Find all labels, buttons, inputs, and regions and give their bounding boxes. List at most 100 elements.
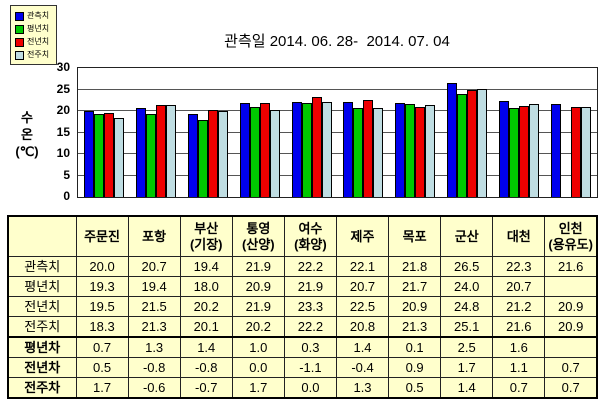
table-row: 평년치 19.3 19.4 18.0 20.9 21.9 20.7 21.7 24.0 20.7 xyxy=(7,276,598,297)
table-cell: 21.5 xyxy=(127,296,181,317)
legend-item: 관측치 xyxy=(15,10,49,22)
table-cell: 21.3 xyxy=(127,316,181,338)
table-cell xyxy=(544,336,598,358)
bar xyxy=(311,96,322,197)
bar xyxy=(581,107,592,197)
table-col-header: 대천 xyxy=(492,215,546,257)
bar-group xyxy=(286,68,338,197)
bar xyxy=(113,118,124,197)
bar-group xyxy=(182,68,234,197)
table-col-header: 인천 (용유도) xyxy=(544,215,598,257)
table-cell: 22.5 xyxy=(335,296,390,317)
table-cell: 1.3 xyxy=(127,336,181,358)
table-row-label: 전년차 xyxy=(7,357,77,378)
table-cell: 19.4 xyxy=(127,276,181,297)
table-row: 전년치 19.5 21.5 20.2 21.9 23.3 22.5 20.9 24.8 21.2 2… xyxy=(7,296,598,317)
bar xyxy=(363,100,374,197)
legend-swatch-icon xyxy=(15,11,24,21)
bar xyxy=(457,93,468,197)
bar xyxy=(135,108,146,197)
table-cell: 21.9 xyxy=(283,276,337,297)
table-cell: 1.1 xyxy=(492,357,546,378)
table-cell: 0.7 xyxy=(75,336,129,358)
gridline xyxy=(78,131,597,133)
table-cell: 19.3 xyxy=(75,276,129,297)
table-row: 전주차 1.7 -0.6 -0.7 1.7 0.0 1.3 0.5 1.4 0.7 0.7 xyxy=(7,377,598,399)
table-row: 전주치 18.3 21.3 20.1 20.2 22.2 20.8 21.3 25.1 21.6 2… xyxy=(7,316,598,338)
bar xyxy=(93,114,104,197)
y-axis-title-line: (℃) xyxy=(15,144,39,159)
bar xyxy=(207,110,218,197)
table-cell: 0.0 xyxy=(231,357,285,378)
bar xyxy=(415,107,426,197)
table-cell: 0.5 xyxy=(388,377,442,399)
bar xyxy=(103,113,114,197)
gridline xyxy=(78,88,597,90)
table-col-header: 여수 (화양) xyxy=(283,215,337,257)
y-tick-label: 5 xyxy=(63,167,70,182)
table-row-label: 전년치 xyxy=(7,296,77,317)
table-cell: 21.7 xyxy=(388,276,442,297)
table-cell: 21.9 xyxy=(231,256,285,277)
table-cell: 20.1 xyxy=(179,316,233,338)
table-cell: 22.3 xyxy=(492,256,546,277)
table-col-header: 군산 xyxy=(440,215,494,257)
y-tick-label: 15 xyxy=(56,124,70,139)
table-cell: -0.7 xyxy=(179,377,233,399)
bar xyxy=(373,107,384,197)
table-header: 주문진 포항 부산 (기장) 통영 (산양) 여수 (화양) 제주 목포 군산 대천 인천 (용유… xyxy=(7,215,598,257)
bar xyxy=(259,102,270,197)
legend-item: 전년치 xyxy=(15,36,49,48)
table-cell: 20.2 xyxy=(179,296,233,317)
table-row: 관측치 20.0 20.7 19.4 21.9 22.2 22.1 21.8 26.5 22.3 2… xyxy=(7,256,598,277)
table-row-label: 전주치 xyxy=(7,316,77,338)
legend-label: 전주치 xyxy=(27,50,50,59)
table-col-header: 주문진 xyxy=(75,215,129,257)
bar xyxy=(321,101,332,197)
legend-label: 평년치 xyxy=(27,24,50,33)
table-cell: 22.1 xyxy=(335,256,390,277)
bar xyxy=(509,108,520,197)
table-cell: 1.7 xyxy=(440,357,494,378)
y-axis-title: 수 온 (℃) xyxy=(4,109,50,160)
bar-group xyxy=(338,68,390,197)
table-cell: 21.9 xyxy=(231,296,285,317)
table-cell: 0.1 xyxy=(388,336,442,358)
table-cell: 26.5 xyxy=(440,256,494,277)
table-cell: 22.2 xyxy=(283,316,337,338)
legend-swatch-icon xyxy=(15,50,24,60)
bar xyxy=(165,105,176,197)
bar xyxy=(239,102,250,197)
bar xyxy=(447,83,458,197)
bar xyxy=(155,104,166,197)
table-cell: 1.4 xyxy=(335,336,390,358)
table-cell: -0.8 xyxy=(127,357,181,378)
bar xyxy=(519,105,530,197)
table-cell: 24.8 xyxy=(440,296,494,317)
bar-group xyxy=(441,68,493,197)
bar xyxy=(291,101,302,197)
table-cell: 1.3 xyxy=(335,377,390,399)
bar-group xyxy=(78,68,130,197)
table-cell: 21.8 xyxy=(388,256,442,277)
table-cell: -1.1 xyxy=(283,357,337,378)
legend-label: 전년치 xyxy=(27,37,50,46)
legend-swatch-icon xyxy=(15,24,24,34)
bar-group xyxy=(545,68,597,197)
table-cell: 20.9 xyxy=(544,316,598,338)
table-cell: 20.9 xyxy=(544,296,598,317)
plot-area xyxy=(77,67,598,198)
bar xyxy=(217,110,228,197)
bar xyxy=(425,105,436,197)
legend-item: 평년치 xyxy=(15,23,49,35)
table-cell: 18.3 xyxy=(75,316,129,338)
bar xyxy=(571,107,582,197)
table-col-header: 포항 xyxy=(127,215,181,257)
table-cell: 18.0 xyxy=(179,276,233,297)
bar xyxy=(197,119,208,197)
table-col-header: 제주 xyxy=(335,215,390,257)
table-col-header: 통영 (산양) xyxy=(231,215,285,257)
legend-swatch-icon xyxy=(15,37,24,47)
bar xyxy=(405,103,416,197)
